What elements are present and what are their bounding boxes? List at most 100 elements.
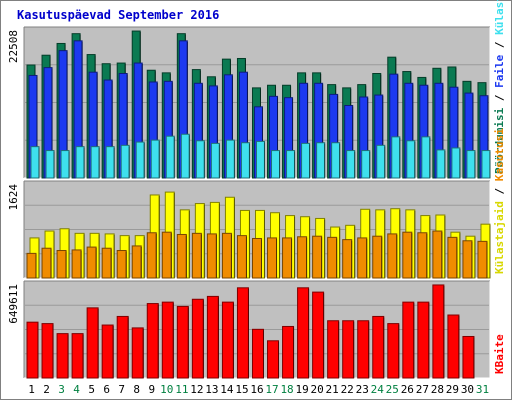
y-max-label: 22508: [7, 30, 20, 63]
bar-k-lastajaid: [150, 139, 160, 179]
bar-kasutusi: [342, 239, 353, 279]
bar-kbaite: [432, 284, 445, 379]
x-tick-label: 10: [160, 383, 173, 396]
bar-k-lastajaid: [255, 140, 265, 179]
legend-entry: /: [493, 88, 506, 108]
bar-kbaite: [116, 315, 129, 379]
x-tick-label: 1: [28, 383, 35, 396]
x-tick-label: 16: [250, 383, 263, 396]
bar-k-lastajaid: [421, 136, 431, 179]
bar-k-lastajaid: [286, 150, 296, 179]
x-tick-label: 28: [431, 383, 444, 396]
bar-k-lastajaid: [376, 144, 386, 179]
x-tick-label: 5: [88, 383, 95, 396]
bar-kasutusi: [41, 247, 52, 279]
x-tick-label: 23: [356, 383, 369, 396]
x-tick-label: 11: [175, 383, 188, 396]
x-tick-label: 30: [461, 383, 474, 396]
y-max-label: 1624: [7, 184, 20, 211]
x-tick-label: 6: [103, 383, 110, 396]
bar-k-lastajaid: [195, 140, 205, 179]
bar-kasutusi: [402, 231, 413, 279]
bar-k-lastajaid: [346, 150, 356, 179]
bar-k-lastajaid: [316, 142, 326, 179]
bar-k-lastajaid: [210, 142, 220, 179]
bar-kbaite: [236, 287, 249, 379]
bar-kbaite: [387, 323, 400, 379]
x-tick-label: 27: [416, 383, 429, 396]
bar-kbaite: [312, 291, 325, 379]
bar-kbaite: [342, 320, 355, 379]
bar-kbaite: [251, 328, 264, 379]
bar-k-lastajaid: [301, 142, 311, 179]
bar-kasutusi: [251, 237, 262, 279]
bar-kbaite: [402, 301, 415, 379]
bar-k-lastajaid: [180, 133, 190, 179]
bar-kasutusi: [221, 232, 232, 279]
legend-entry: KBaite: [493, 334, 506, 374]
panel-middle: 1624 Külastajaid / Kasutusi: [7, 128, 506, 279]
bar-kasutusi: [282, 237, 293, 279]
x-tick-label: 7: [118, 383, 125, 396]
bar-kbaite: [176, 305, 189, 379]
x-tick-label: 25: [386, 383, 399, 396]
bar-kasutusi: [447, 236, 458, 279]
bar-k-lastajaid: [45, 150, 55, 179]
bar-kasutusi: [71, 249, 82, 279]
x-tick-label: 21: [326, 383, 339, 396]
bar-k-lastajaid: [135, 141, 145, 179]
bar-k-lastajaid: [240, 142, 250, 179]
bar-kasutusi: [206, 233, 217, 279]
bar-kasutusi: [146, 232, 157, 279]
bar-kasutusi: [267, 237, 278, 279]
x-tick-label: 4: [73, 383, 80, 396]
x-tick-label: 12: [190, 383, 203, 396]
bar-k-lastajaid: [271, 150, 281, 179]
bar-kasutusi: [26, 252, 37, 279]
bar-kbaite: [447, 314, 460, 379]
bar-k-lastajaid: [105, 146, 115, 179]
bar-kbaite: [282, 325, 295, 379]
bar-kasutusi: [462, 240, 473, 279]
bar-k-lastajaid: [60, 150, 70, 179]
bar-kbaite: [56, 333, 69, 379]
legend-entry: Külastajaid: [493, 201, 506, 274]
bar-k-lastajaid: [165, 135, 175, 179]
bar-k-lastajaid: [30, 146, 40, 179]
bar-k-lastajaid: [90, 146, 100, 179]
bar-kasutusi: [101, 247, 112, 279]
bar-kasutusi: [357, 237, 368, 279]
x-tick-label: 9: [148, 383, 155, 396]
legend-entry: Kasutusi: [493, 128, 506, 181]
bar-kbaite: [86, 307, 99, 379]
legend-entry: /: [493, 35, 506, 55]
legend-entry: Pöördumisi: [493, 107, 506, 174]
bar-kbaite: [297, 287, 310, 379]
x-tick-label: 29: [446, 383, 459, 396]
bar-kbaite: [357, 320, 370, 379]
bar-k-lastajaid: [466, 150, 476, 179]
legend-bottom: KBaite: [493, 334, 506, 374]
bar-kasutusi: [131, 245, 142, 279]
bar-kasutusi: [176, 233, 187, 279]
bar-kbaite: [206, 295, 219, 379]
y-max-label: 649611: [7, 284, 20, 324]
x-tick-label: 22: [341, 383, 354, 396]
bar-kbaite: [146, 303, 159, 379]
bar-kbaite: [267, 340, 280, 379]
bar-kasutusi: [86, 246, 97, 279]
panel-bottom: 649611 KBaite: [7, 280, 506, 379]
bar-k-lastajaid: [391, 136, 401, 179]
bar-kbaite: [221, 301, 234, 379]
x-tick-label: 31: [476, 383, 489, 396]
x-tick-label: 14: [220, 383, 234, 396]
bar-k-lastajaid: [331, 142, 341, 179]
panel-top: 22508 Pöördumisi / Faile / Külastajaid: [7, 0, 506, 179]
x-tick-label: 26: [401, 383, 414, 396]
legend-middle: Külastajaid / Kasutusi: [493, 128, 506, 274]
bar-kbaite: [191, 298, 204, 379]
legend-top: Pöördumisi / Faile / Külastajaid: [493, 0, 506, 174]
x-tick-label: 19: [295, 383, 308, 396]
